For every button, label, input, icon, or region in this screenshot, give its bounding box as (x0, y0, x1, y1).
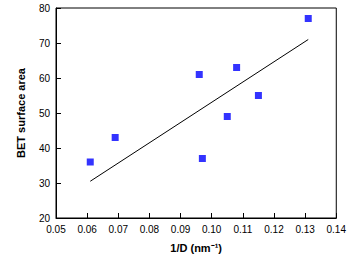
svg-text:0.05: 0.05 (46, 224, 66, 235)
svg-text:0.13: 0.13 (295, 224, 315, 235)
svg-text:0.09: 0.09 (171, 224, 191, 235)
svg-text:50: 50 (39, 108, 51, 119)
svg-text:70: 70 (39, 38, 51, 49)
svg-text:0.10: 0.10 (202, 224, 222, 235)
svg-text:0.07: 0.07 (109, 224, 129, 235)
svg-text:BET surface area: BET surface area (15, 67, 27, 158)
svg-text:60: 60 (39, 73, 51, 84)
svg-text:40: 40 (39, 143, 51, 154)
svg-text:20: 20 (39, 213, 51, 224)
svg-text:80: 80 (39, 3, 51, 14)
svg-text:30: 30 (39, 178, 51, 189)
svg-text:0.06: 0.06 (77, 224, 97, 235)
svg-text:0.12: 0.12 (264, 224, 284, 235)
svg-text:0.08: 0.08 (140, 224, 160, 235)
svg-text:0.14: 0.14 (327, 224, 347, 235)
svg-text:1/D (nm⁻¹): 1/D (nm⁻¹) (170, 242, 222, 254)
svg-text:0.11: 0.11 (233, 224, 252, 235)
